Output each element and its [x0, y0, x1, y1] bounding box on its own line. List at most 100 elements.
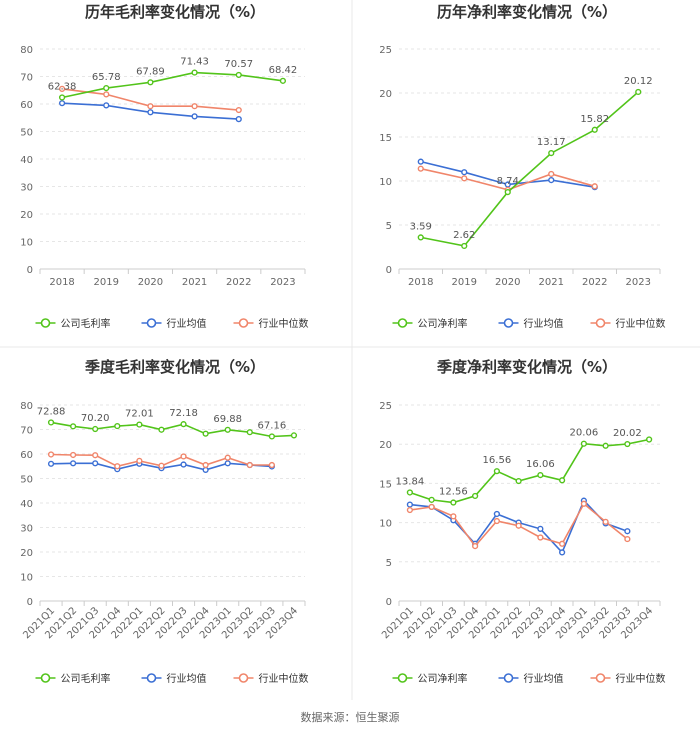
chart-title: 季度毛利率变化情况（%）: [85, 358, 265, 376]
data-label: 20.02: [613, 428, 642, 439]
series-company: 72.88 70.20 72.01 72.18 69.88 67.16: [37, 406, 298, 440]
y-tick-label: 30: [20, 183, 33, 194]
legend: 公司毛利率 行业均值 行业中位数: [35, 672, 309, 685]
chart-panel-2: 历年净利率变化情况（%） 0 5 10 15 20 25 2018 2019 2020 2021 20…: [379, 3, 665, 330]
y-tick-label: 10: [20, 573, 33, 584]
y-tick-label: 20: [20, 210, 33, 221]
data-label: 3.59: [410, 221, 432, 232]
data-point: [224, 426, 231, 433]
data-point: [191, 103, 198, 110]
data-point: [537, 471, 544, 479]
data-point: [515, 522, 522, 529]
data-point: [461, 169, 468, 176]
data-label: 12.56: [439, 487, 468, 498]
data-label: 13.84: [396, 476, 425, 487]
y-tick-label: 50: [20, 475, 33, 486]
y-tick-label: 10: [379, 177, 392, 188]
y-tick-label: 20: [20, 548, 33, 559]
data-point: [70, 423, 77, 430]
y-tick-label: 40: [20, 155, 33, 166]
data-point: [103, 102, 110, 109]
legend-swatch-marker: [238, 318, 249, 328]
data-label: 15.82: [580, 114, 609, 125]
data-point: [515, 477, 522, 485]
data-point: [591, 126, 598, 133]
data-label: 69.88: [213, 414, 242, 425]
y-tick-label: 5: [386, 221, 392, 232]
data-label: 70.20: [81, 413, 110, 424]
data-point: [103, 85, 110, 92]
legend-entry: 公司净利率: [418, 672, 468, 685]
y-tick-label: 80: [20, 401, 33, 412]
data-point: [235, 106, 242, 114]
chart-panel-1: 历年毛利率变化情况（%） 0 10 20 30 40 50 60 70 80 2018 2019 202…: [20, 3, 308, 330]
legend-swatch-marker: [40, 673, 51, 683]
legend-swatch-marker: [595, 318, 606, 328]
data-point: [428, 496, 435, 503]
data-point: [624, 528, 631, 535]
x-tick-label: 2022: [226, 277, 251, 288]
data-point: [279, 77, 287, 84]
series-company: 13.84 12.56 16.56 16.06 20.06 20.02: [396, 428, 653, 506]
y-tick-label: 20: [379, 440, 392, 451]
legend-swatch-marker: [146, 318, 157, 328]
data-point: [537, 534, 544, 541]
legend-entry: 行业中位数: [616, 317, 666, 330]
data-point: [646, 436, 653, 443]
data-point: [268, 433, 275, 440]
data-point: [202, 466, 209, 474]
legend-entry: 公司毛利率: [61, 672, 111, 685]
data-label: 71.43: [180, 57, 209, 68]
x-tick-label: 2021: [539, 277, 564, 288]
y-tick-label: 15: [379, 133, 392, 144]
y-tick-label: 10: [379, 519, 392, 530]
data-point: [180, 421, 187, 428]
x-tick-label: 2021: [182, 277, 207, 288]
series-industry-median: [47, 451, 275, 470]
data-point: [136, 421, 143, 428]
data-label: 20.06: [570, 428, 599, 439]
data-point: [537, 525, 544, 532]
data-point: [406, 501, 413, 508]
data-point: [114, 422, 121, 430]
series-line: [61, 71, 284, 99]
chart-title: 季度净利率变化情况（%）: [437, 358, 617, 376]
data-point: [624, 535, 631, 543]
data-point: [158, 462, 165, 469]
chart-title: 历年净利率变化情况（%）: [437, 3, 617, 21]
x-tick-label: 2018: [408, 277, 433, 288]
legend-swatch-marker: [503, 673, 514, 683]
data-point: [246, 461, 253, 469]
y-tick-label: 60: [20, 100, 33, 111]
x-tick-label: 2020: [495, 277, 520, 288]
data-point: [450, 513, 457, 520]
y-tick-label: 0: [27, 265, 33, 276]
data-point: [493, 510, 500, 518]
legend-entry: 公司净利率: [418, 317, 468, 330]
x-tick-label: 2020: [138, 277, 163, 288]
y-tick-label: 30: [20, 524, 33, 535]
y-tick-label: 0: [27, 597, 33, 608]
data-point: [417, 165, 424, 172]
legend-entry: 行业均值: [167, 317, 207, 330]
data-point: [635, 88, 642, 96]
data-point: [591, 183, 598, 190]
series-company: 3.59 2.62 8.74 13.17 15.82 20.12: [410, 76, 653, 250]
x-tick-label: 2023: [270, 277, 295, 288]
data-label: 67.16: [258, 420, 287, 431]
y-tick-label: 70: [20, 73, 33, 84]
data-point: [406, 489, 413, 496]
data-point: [461, 175, 468, 182]
data-point: [70, 451, 77, 459]
data-point: [559, 549, 566, 556]
data-point: [406, 506, 413, 514]
data-label: 72.01: [125, 409, 154, 420]
data-label: 67.89: [136, 66, 165, 77]
series-industry-median: [406, 500, 631, 550]
data-point: [580, 500, 587, 507]
data-point: [202, 430, 209, 437]
data-point: [103, 91, 110, 98]
data-point: [180, 453, 187, 460]
data-point: [235, 116, 242, 123]
data-point: [70, 460, 77, 467]
